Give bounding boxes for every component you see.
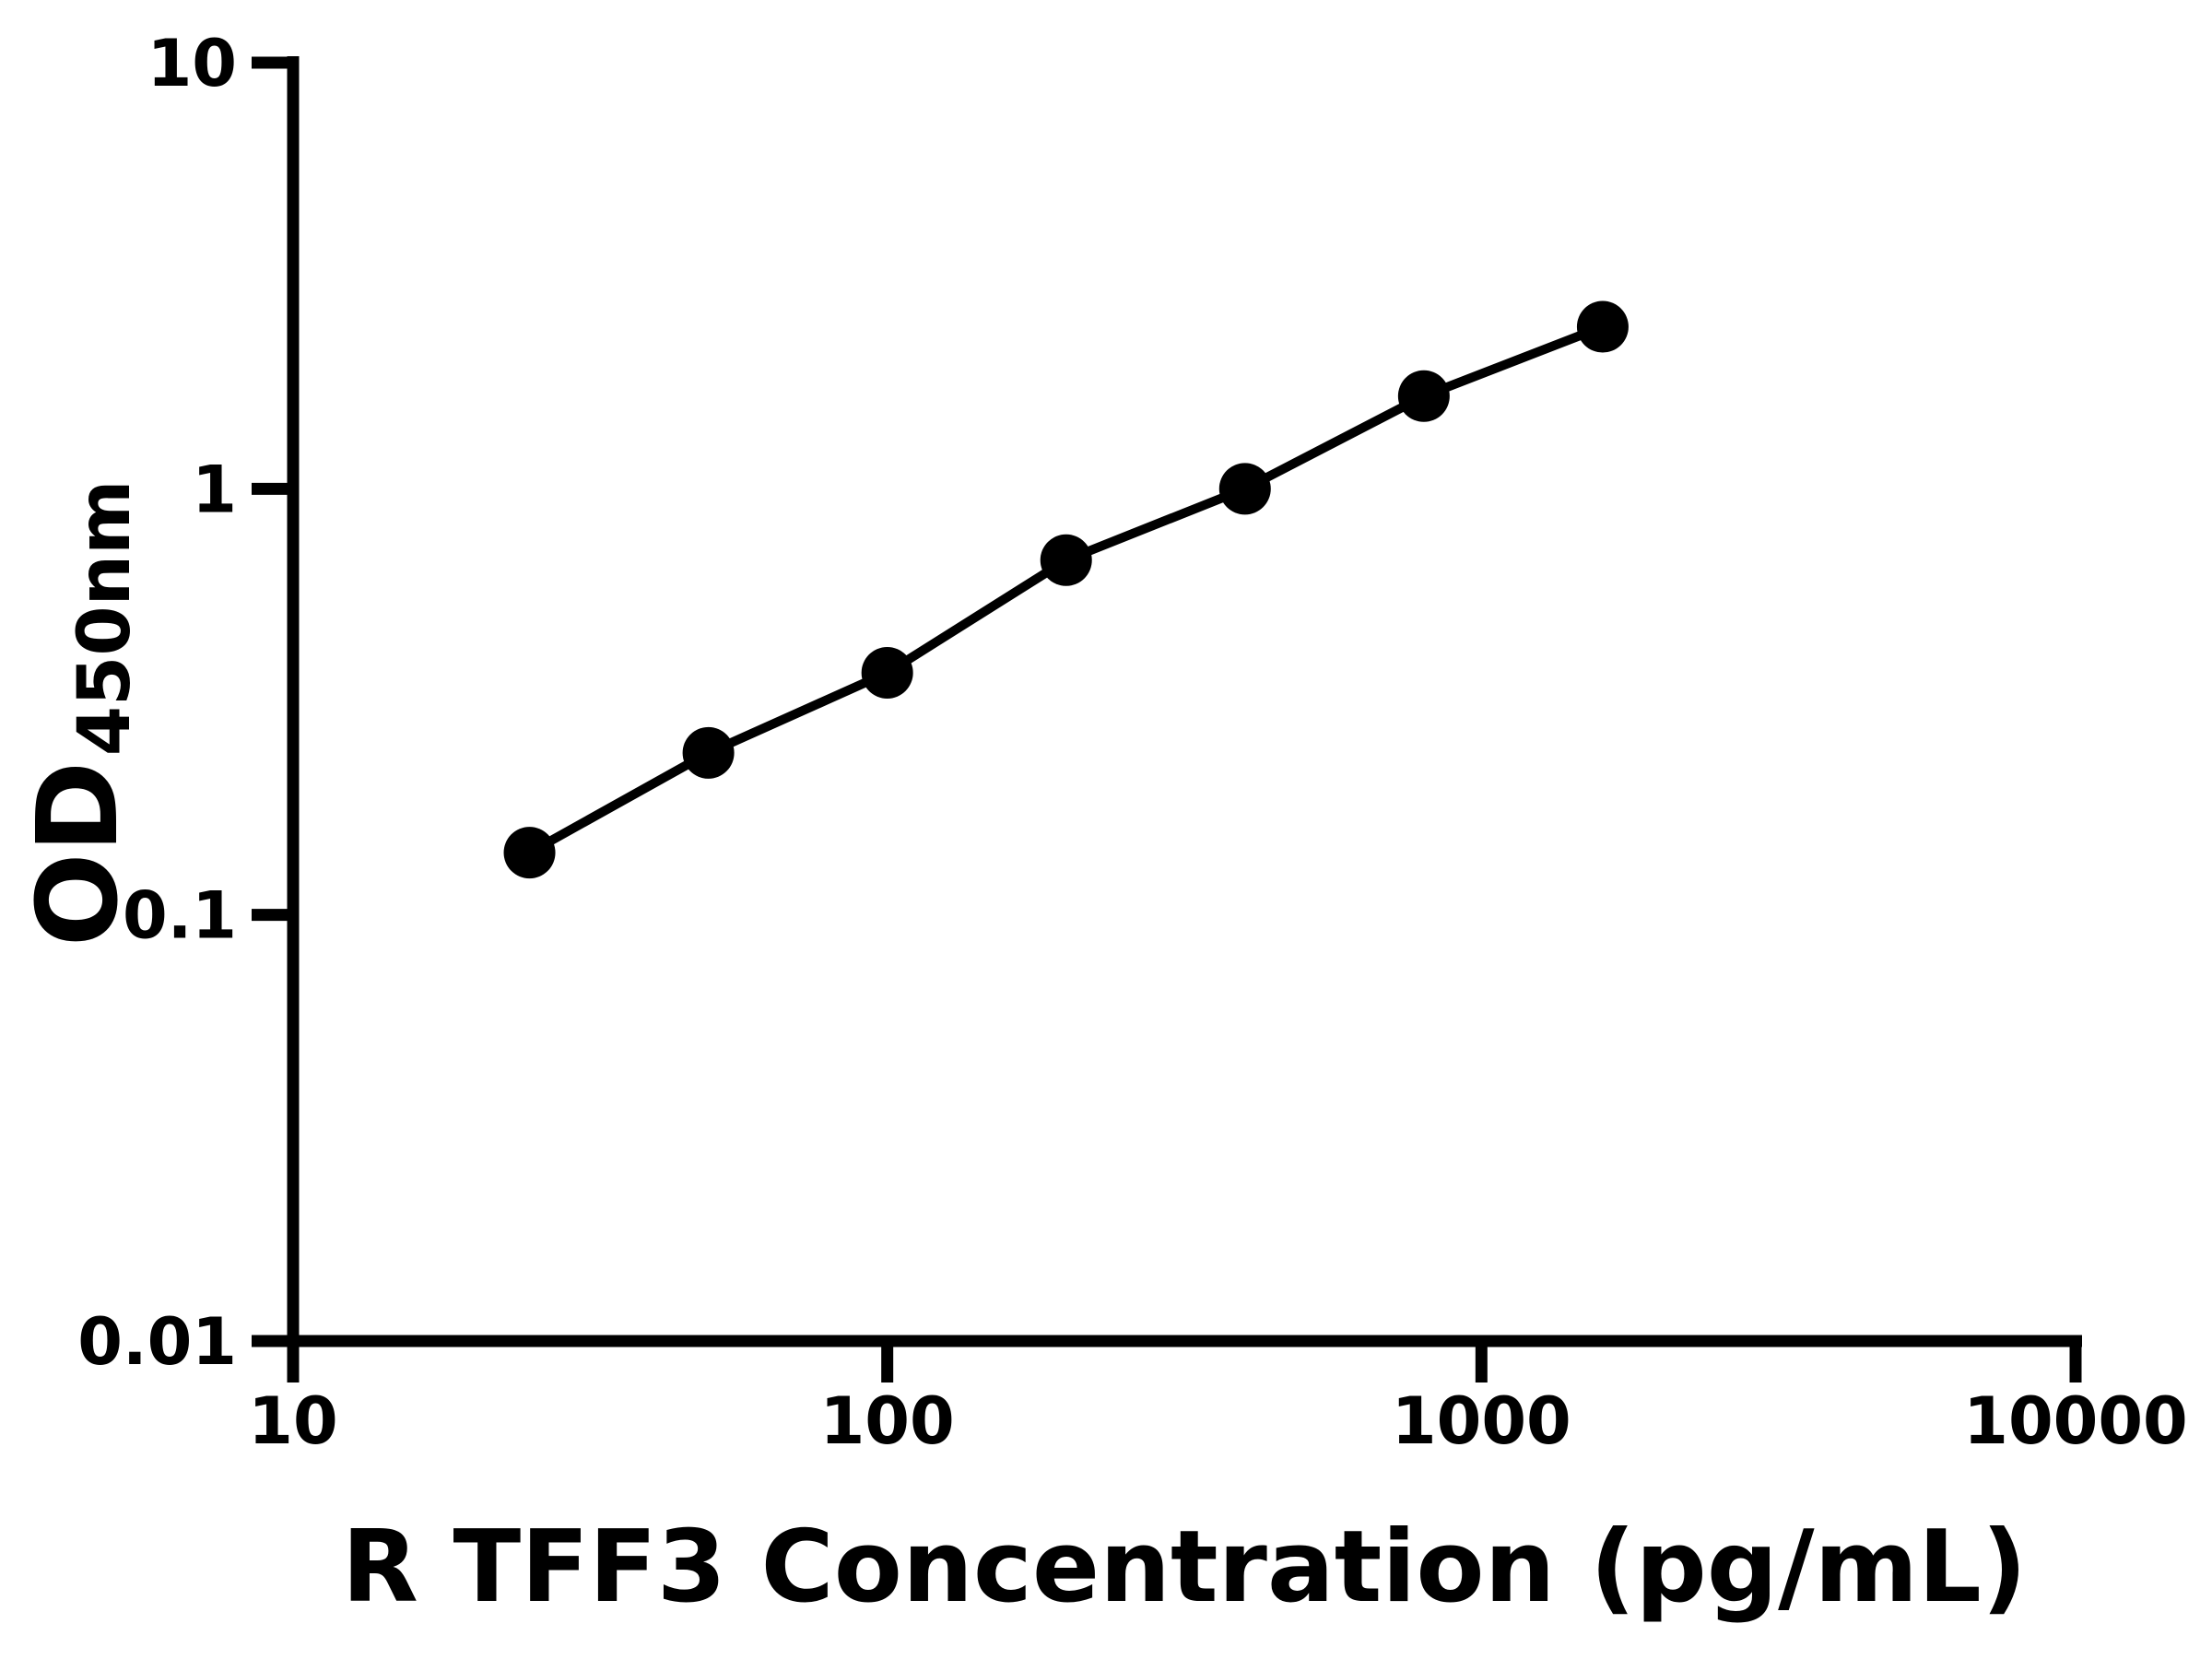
y-axis-title-main-text: OD bbox=[15, 761, 143, 947]
y-tick-label: 10 bbox=[147, 26, 237, 101]
data-point bbox=[503, 827, 556, 879]
y-axis-title: OD 450nm bbox=[15, 480, 147, 947]
y-tick-label: 1 bbox=[192, 452, 237, 527]
y-axis-ticks bbox=[252, 56, 293, 1347]
data-point bbox=[1576, 300, 1629, 353]
y-axis-tick-labels: 10 1 0.1 0.01 bbox=[77, 26, 237, 1380]
x-tick-label: 100 bbox=[820, 1383, 955, 1459]
y-axis-title-subscript: 450nm bbox=[64, 480, 147, 757]
x-tick-label: 10 bbox=[248, 1383, 337, 1459]
data-points-group bbox=[503, 300, 1629, 879]
x-axis-title: R TFF3 Concentration (pg/mL) bbox=[342, 1510, 2027, 1625]
x-axis-tick-labels: 10 100 1000 10000 bbox=[248, 1383, 2187, 1459]
data-point bbox=[1040, 534, 1092, 586]
y-tick-label: 0.01 bbox=[77, 1304, 237, 1380]
data-point bbox=[1218, 463, 1271, 515]
x-tick-label: 10000 bbox=[1963, 1383, 2188, 1459]
data-point bbox=[1397, 370, 1450, 422]
y-tick-label: 0.1 bbox=[123, 878, 237, 954]
data-point bbox=[682, 726, 735, 779]
data-point bbox=[861, 646, 913, 699]
x-axis-ticks bbox=[287, 1341, 2082, 1382]
x-tick-label: 1000 bbox=[1392, 1383, 1571, 1459]
